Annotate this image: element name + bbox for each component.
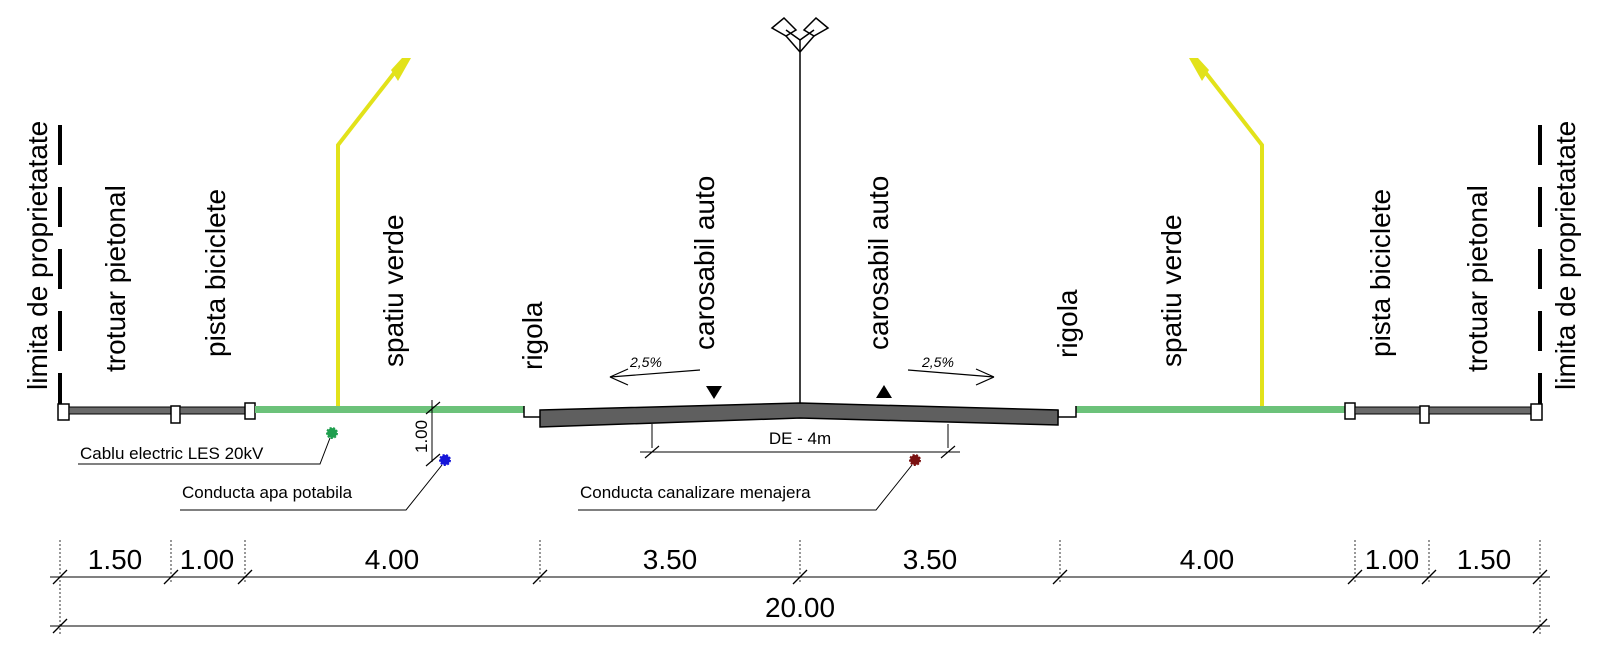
water-pipe-marker bbox=[439, 454, 451, 466]
label-gutter-left: rigola bbox=[517, 301, 548, 370]
dim-green-left: 4.00 bbox=[365, 544, 420, 575]
dim-sidewalk-right: 1.50 bbox=[1457, 544, 1512, 575]
lamp-head-right bbox=[1189, 58, 1209, 81]
curb-left-inner bbox=[244, 402, 256, 420]
roadway-carriageway bbox=[539, 402, 1059, 428]
street-lamp-right bbox=[1200, 66, 1264, 408]
slope-arrow-left bbox=[609, 369, 701, 386]
sewer-leader bbox=[578, 464, 913, 511]
electric-cable-marker bbox=[326, 427, 338, 439]
street-lamp-left bbox=[336, 66, 400, 408]
sidewalk-right-surface bbox=[1428, 406, 1532, 415]
water-pipe-label: Conducta apa potabila bbox=[182, 483, 353, 502]
central-pole-arm-left bbox=[785, 29, 801, 41]
label-sidewalk-right: trotuar pietonal bbox=[1462, 185, 1493, 372]
slope-label-right: 2,5% bbox=[921, 354, 954, 370]
water-leader bbox=[180, 464, 443, 511]
label-green-space-right: spatiu verde bbox=[1156, 214, 1187, 367]
label-road-left: carosabil auto bbox=[689, 176, 720, 350]
gutter-right bbox=[1057, 406, 1077, 418]
central-lamp-head-left bbox=[770, 16, 798, 37]
electric-cable-label: Cablu electric LES 20kV bbox=[80, 444, 264, 463]
dim-sidewalk-left: 1.50 bbox=[88, 544, 143, 575]
sewer-pipe-label: Conducta canalizare menajera bbox=[580, 483, 811, 502]
central-pole-arm-right bbox=[799, 29, 815, 41]
electric-leader bbox=[78, 437, 331, 465]
central-lamp-head-right bbox=[802, 16, 830, 37]
slope-arrow-right bbox=[907, 369, 995, 378]
slope-label-left: 2,5% bbox=[629, 354, 662, 370]
dim-road-right: 3.50 bbox=[903, 544, 958, 575]
label-property-limit-left: limita de proprietatate bbox=[22, 121, 53, 390]
label-sidewalk-left: trotuar pietonal bbox=[100, 185, 131, 372]
dim-green-right: 4.00 bbox=[1180, 544, 1235, 575]
label-bike-lane-left: pista biciclete bbox=[200, 189, 231, 357]
slope-marker-up bbox=[876, 385, 892, 398]
dim-total-width: 20.00 bbox=[765, 592, 835, 623]
label-green-space-left: spatiu verde bbox=[378, 214, 409, 367]
lamp-head-left bbox=[391, 58, 411, 81]
green-strip-left bbox=[255, 406, 525, 413]
label-gutter-right: rigola bbox=[1052, 289, 1083, 358]
dim-bike-lane-right: 1.00 bbox=[1365, 544, 1420, 575]
sidewalk-left-surface bbox=[68, 406, 173, 415]
curb-left-outer bbox=[57, 403, 70, 421]
label-property-limit-right: limita de proprietatate bbox=[1550, 121, 1581, 390]
sewer-pipe-marker bbox=[909, 454, 921, 466]
label-road-right: carosabil auto bbox=[863, 176, 894, 350]
dim-bike-lane-left: 1.00 bbox=[180, 544, 235, 575]
dim-road-left: 3.50 bbox=[643, 544, 698, 575]
separator-left bbox=[170, 405, 181, 424]
bike-lane-right-surface bbox=[1354, 406, 1421, 415]
separator-right bbox=[1419, 405, 1430, 424]
slope-marker-down bbox=[706, 386, 722, 399]
bike-lane-left-surface bbox=[179, 406, 246, 415]
label-bike-lane-right: pista biciclete bbox=[1365, 189, 1396, 357]
green-strip-right bbox=[1075, 406, 1345, 413]
de-label: DE - 4m bbox=[769, 429, 831, 448]
water-depth-label: 1.00 bbox=[412, 420, 431, 453]
curb-right-outer bbox=[1530, 403, 1543, 421]
curb-right-inner bbox=[1344, 402, 1356, 420]
